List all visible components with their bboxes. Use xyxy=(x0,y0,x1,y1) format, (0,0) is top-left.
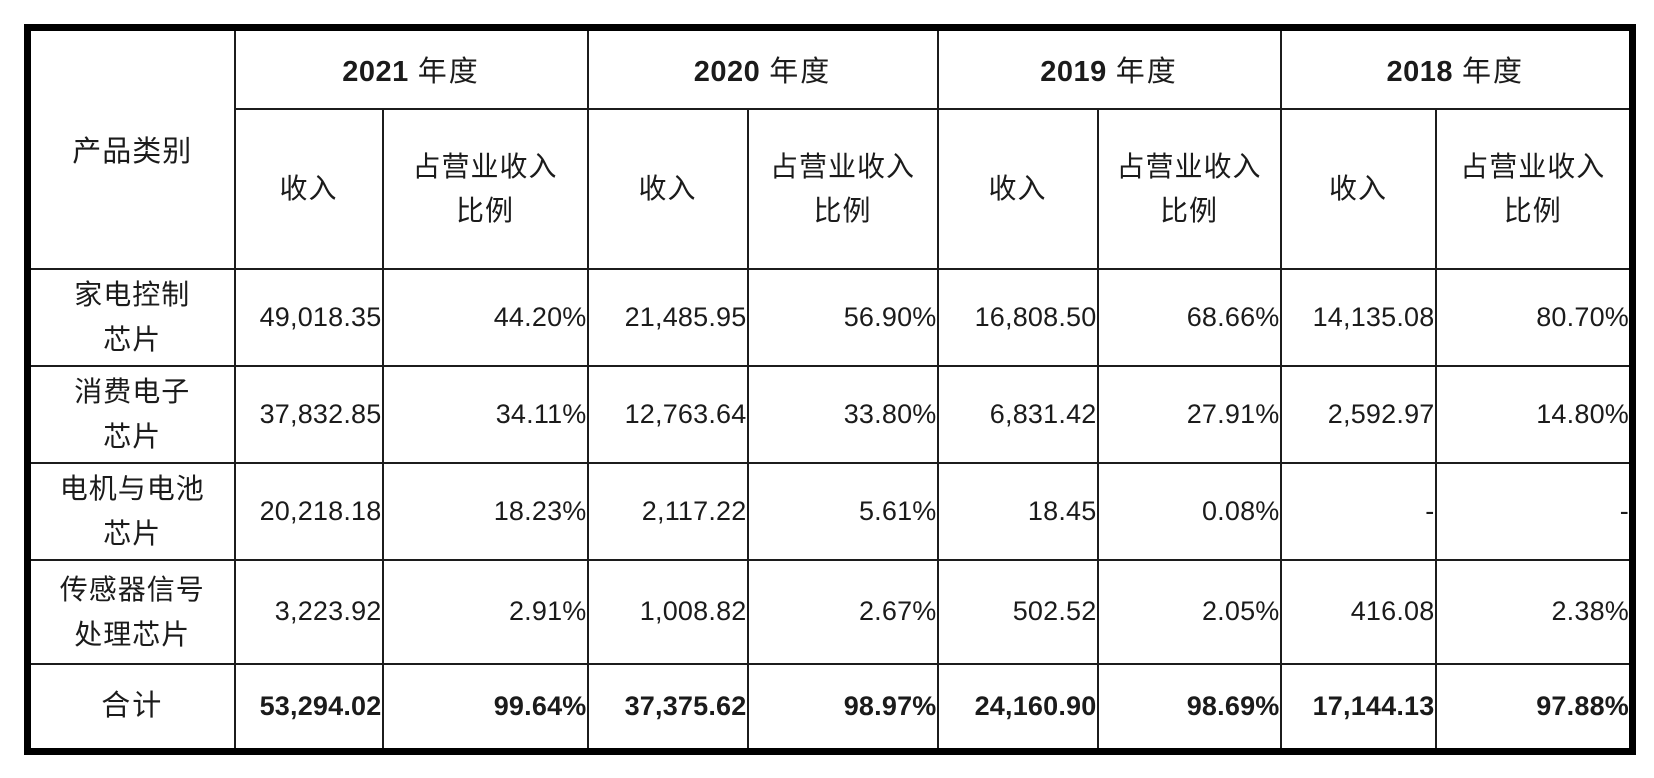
year-2018-unit: 年度 xyxy=(1462,56,1525,89)
table-row-motor-battery-chips: 电机与电池 芯片 20,218.18 18.23% 2,117.22 5.61%… xyxy=(26,461,1634,561)
total-2018-ratio: 97.88% xyxy=(1434,662,1634,753)
cell-2020-revenue: 2,117.22 xyxy=(586,461,749,561)
cell-2021-ratio: 34.11% xyxy=(381,364,589,464)
subheader-2019-ratio: 占营业收入 比例 xyxy=(1096,107,1282,270)
cell-2018-revenue: 14,135.08 xyxy=(1279,267,1437,367)
cell-2020-ratio: 56.90% xyxy=(746,267,939,367)
year-2019-unit: 年度 xyxy=(1115,56,1178,89)
cell-2019-revenue: 16,808.50 xyxy=(936,267,1099,367)
cell-2019-revenue: 6,831.42 xyxy=(936,364,1099,464)
cell-2021-ratio: 18.23% xyxy=(381,461,589,561)
cell-2018-ratio: 2.38% xyxy=(1434,558,1634,665)
cell-2020-revenue: 1,008.82 xyxy=(586,558,749,665)
year-header-2020: 2020 年度 xyxy=(586,26,939,110)
year-header-2021: 2021 年度 xyxy=(233,26,589,110)
row-category: 家电控制 芯片 xyxy=(26,267,236,367)
subheader-2020-revenue: 收入 xyxy=(586,107,749,270)
cell-2018-revenue: - xyxy=(1279,461,1437,561)
row-category: 电机与电池 芯片 xyxy=(26,461,236,561)
year-2020-number: 2020 xyxy=(693,56,761,89)
total-2018-revenue: 17,144.13 xyxy=(1279,662,1437,753)
total-2019-revenue: 24,160.90 xyxy=(936,662,1099,753)
year-header-2019: 2019 年度 xyxy=(936,26,1282,110)
cell-2020-revenue: 12,763.64 xyxy=(586,364,749,464)
total-2019-ratio: 98.69% xyxy=(1096,662,1282,753)
cell-2020-revenue: 21,485.95 xyxy=(586,267,749,367)
total-2021-ratio: 99.64% xyxy=(381,662,589,753)
year-2018-number: 2018 xyxy=(1386,56,1453,89)
cell-2019-ratio: 2.05% xyxy=(1096,558,1282,665)
total-2021-revenue: 53,294.02 xyxy=(233,662,384,753)
table-row-home-appliance-chips: 家电控制 芯片 49,018.35 44.20% 21,485.95 56.90… xyxy=(26,267,1634,367)
row-category: 传感器信号 处理芯片 xyxy=(26,558,236,665)
cell-2021-revenue: 49,018.35 xyxy=(233,267,384,367)
subheader-2021-revenue: 收入 xyxy=(233,107,384,270)
cell-2021-revenue: 3,223.92 xyxy=(233,558,384,665)
cell-2021-revenue: 37,832.85 xyxy=(233,364,384,464)
header-sub-row: 收入 占营业收入 比例 收入 占营业收入 比例 收入 占营业收入 比例 收入 占… xyxy=(28,107,1634,270)
table-row-consumer-electronics-chips: 消费电子 芯片 37,832.85 34.11% 12,763.64 33.80… xyxy=(26,364,1634,464)
total-label: 合计 xyxy=(26,662,236,753)
cell-2018-ratio: 14.80% xyxy=(1434,364,1634,464)
subheader-2018-ratio: 占营业收入 比例 xyxy=(1434,107,1634,270)
year-2021-unit: 年度 xyxy=(417,56,480,89)
total-2020-revenue: 37,375.62 xyxy=(586,662,749,753)
year-2020-unit: 年度 xyxy=(769,56,832,89)
subheader-2021-ratio: 占营业收入 比例 xyxy=(381,107,589,270)
cell-2018-revenue: 2,592.97 xyxy=(1279,364,1437,464)
revenue-by-product-table: 产品类别 2021 年度 2020 年度 2019 年度 2018 年度 收入 占营业收… xyxy=(24,24,1636,755)
row-category: 消费电子 芯片 xyxy=(26,364,236,464)
header-product-category: 产品类别 xyxy=(26,26,236,270)
cell-2021-revenue: 20,218.18 xyxy=(233,461,384,561)
cell-2021-ratio: 2.91% xyxy=(381,558,589,665)
cell-2019-revenue: 18.45 xyxy=(936,461,1099,561)
total-2020-ratio: 98.97% xyxy=(746,662,939,753)
cell-2019-ratio: 27.91% xyxy=(1096,364,1282,464)
cell-2019-ratio: 0.08% xyxy=(1096,461,1282,561)
header-year-row: 产品类别 2021 年度 2020 年度 2019 年度 2018 年度 xyxy=(26,26,1634,270)
subheader-2018-revenue: 收入 xyxy=(1279,107,1437,270)
cell-2021-ratio: 44.20% xyxy=(381,267,589,367)
cell-2018-revenue: 416.08 xyxy=(1279,558,1437,665)
table-row-total: 合计 53,294.02 99.64% 37,375.62 98.97% 24,… xyxy=(26,662,1634,753)
subheader-2019-revenue: 收入 xyxy=(936,107,1099,270)
cell-2019-revenue: 502.52 xyxy=(936,558,1099,665)
cell-2018-ratio: 80.70% xyxy=(1434,267,1634,367)
cell-2020-ratio: 2.67% xyxy=(746,558,939,665)
cell-2018-ratio: - xyxy=(1434,461,1634,561)
cell-2020-ratio: 5.61% xyxy=(746,461,939,561)
cell-2020-ratio: 33.80% xyxy=(746,364,939,464)
year-2021-number: 2021 xyxy=(342,56,409,89)
subheader-2020-ratio: 占营业收入 比例 xyxy=(746,107,939,270)
year-header-2018: 2018 年度 xyxy=(1279,26,1634,110)
year-2019-number: 2019 xyxy=(1040,56,1107,89)
table-row-sensor-signal-chips: 传感器信号 处理芯片 3,223.92 2.91% 1,008.82 2.67%… xyxy=(26,558,1634,665)
cell-2019-ratio: 68.66% xyxy=(1096,267,1282,367)
